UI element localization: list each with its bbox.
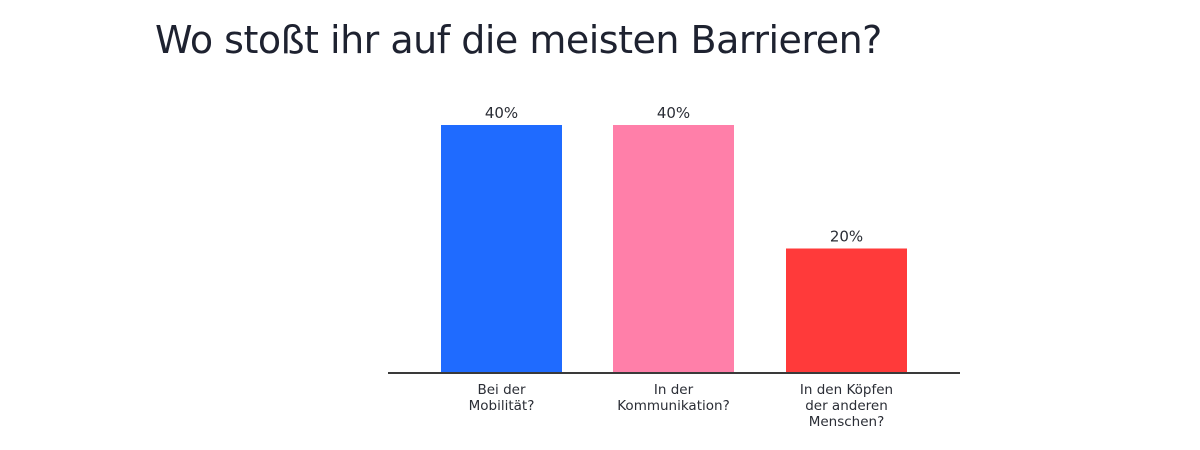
category-label-1: Bei der Mobilität? — [469, 382, 535, 414]
bar-value-label-1: 40% — [485, 104, 518, 122]
bar-1 — [441, 125, 562, 372]
chart-title: Wo stoßt ihr auf die meisten Barrieren? — [155, 18, 882, 62]
bar-value-label-3: 20% — [830, 228, 863, 246]
category-label-3: In den Köpfen der anderen Menschen? — [800, 382, 893, 430]
bar-3 — [786, 248, 907, 372]
category-label-2: In der Kommunikation? — [617, 382, 729, 414]
bar-value-label-2: 40% — [657, 104, 690, 122]
bar-2 — [613, 125, 734, 372]
